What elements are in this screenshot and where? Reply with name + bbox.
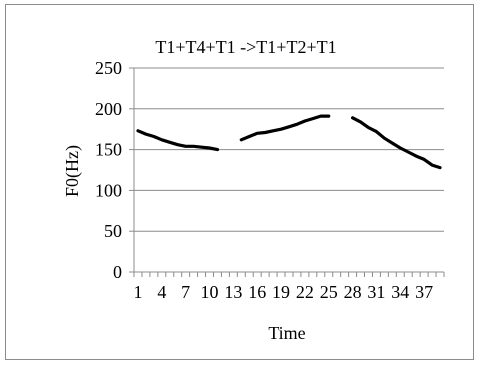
y-tick-250: 250 (95, 58, 122, 78)
x-tick-labels: 1 4 7 10 13 16 19 22 25 28 31 34 37 (133, 282, 433, 302)
f0-segment-1 (136, 129, 220, 152)
x-tick-25: 25 (320, 282, 338, 302)
y-tick-200: 200 (95, 99, 122, 119)
y-axis-label: F0(Hz) (62, 145, 83, 197)
x-tick-34: 34 (391, 282, 409, 302)
y-tick-labels: 0 50 100 150 200 250 (95, 58, 122, 282)
x-tick-22: 22 (296, 282, 314, 302)
y-tick-0: 0 (113, 262, 122, 282)
y-tick-50: 50 (104, 221, 122, 241)
axes (129, 67, 445, 277)
x-tick-28: 28 (344, 282, 362, 302)
chart-frame (5, 4, 474, 360)
x-tick-16: 16 (248, 282, 266, 302)
y-tick-150: 150 (95, 140, 122, 160)
x-tick-10: 10 (201, 282, 219, 302)
x-tick-1: 1 (133, 282, 142, 302)
chart-title: T1+T4+T1 ->T1+T2+T1 (155, 37, 336, 57)
f0-segment-3 (351, 116, 442, 170)
x-tick-4: 4 (157, 282, 166, 302)
y-tick-100: 100 (95, 180, 122, 200)
f0-series (136, 114, 442, 170)
x-tick-31: 31 (367, 282, 385, 302)
x-axis-label: Time (268, 323, 305, 343)
x-tick-19: 19 (272, 282, 290, 302)
x-tick-37: 37 (415, 282, 433, 302)
x-tick-7: 7 (181, 282, 190, 302)
gridlines (134, 67, 444, 232)
x-tick-13: 13 (224, 282, 242, 302)
f0-segment-2 (239, 114, 331, 142)
